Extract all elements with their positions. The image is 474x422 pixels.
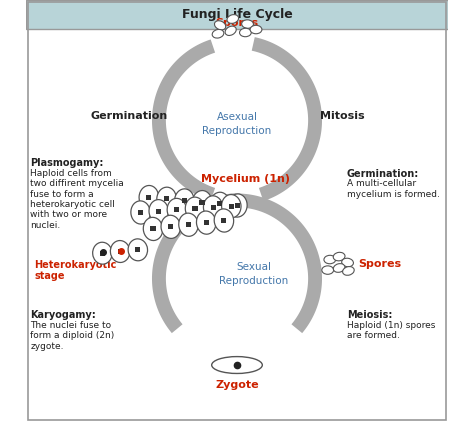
Bar [192,206,198,211]
Bar [118,249,123,254]
Ellipse shape [143,217,163,241]
Bar [210,205,216,210]
Text: Spores: Spores [358,259,401,269]
Ellipse shape [212,30,224,38]
Ellipse shape [203,196,223,219]
Text: Germination: Germination [91,111,168,121]
Text: The nuclei fuse to
form a diploid (2n)
zygote.: The nuclei fuse to form a diploid (2n) z… [30,321,114,351]
Bar [182,198,187,203]
Ellipse shape [192,191,212,214]
Bar [186,222,191,227]
Bar [217,201,222,206]
Ellipse shape [210,192,229,215]
Text: Karyogamy:: Karyogamy: [30,310,96,320]
Ellipse shape [149,200,168,223]
Bar [138,210,143,215]
Bar [26,0,448,29]
Ellipse shape [196,211,216,234]
Ellipse shape [333,252,345,261]
Bar [221,218,227,223]
Text: Fungi Life Cycle: Fungi Life Cycle [182,8,292,21]
Ellipse shape [110,241,130,262]
Text: Haploid cells from
two diffirent mycelia
fuse to form a
heterokaryotic cell
with: Haploid cells from two diffirent mycelia… [30,169,124,230]
Bar [100,251,105,256]
Ellipse shape [167,198,187,222]
Ellipse shape [228,194,247,217]
Ellipse shape [139,186,158,208]
Bar [229,204,234,209]
Text: Mycelium (1n): Mycelium (1n) [201,174,290,184]
Ellipse shape [174,189,194,212]
Ellipse shape [225,26,236,35]
Bar [200,200,204,205]
Text: A multi-cellular
mycelium is formed.: A multi-cellular mycelium is formed. [346,179,439,199]
Text: Germination:: Germination: [346,169,419,179]
Text: Asexual
Reproduction: Asexual Reproduction [202,113,272,136]
Text: Zygote: Zygote [215,380,259,390]
Ellipse shape [212,357,262,373]
Ellipse shape [179,213,198,236]
Ellipse shape [128,239,147,261]
Bar [235,203,240,208]
Bar [146,195,151,200]
Ellipse shape [250,25,262,34]
Ellipse shape [343,267,354,275]
Ellipse shape [157,187,176,210]
Ellipse shape [227,15,238,23]
Text: Spores: Spores [216,18,258,28]
Ellipse shape [333,264,345,272]
Bar [168,225,173,230]
Text: Mitosis: Mitosis [320,111,365,121]
Bar [204,220,209,225]
Text: Heterokaryotic
stage: Heterokaryotic stage [35,260,117,281]
Ellipse shape [324,255,336,264]
Ellipse shape [214,21,226,30]
Ellipse shape [221,195,241,218]
Bar [164,196,169,201]
Bar [135,247,140,252]
Ellipse shape [242,20,254,28]
Ellipse shape [131,201,150,224]
Ellipse shape [185,197,205,220]
Ellipse shape [161,215,181,238]
Ellipse shape [342,258,354,267]
Bar [150,226,155,231]
Text: Haploid (1n) spores
are formed.: Haploid (1n) spores are formed. [346,321,435,340]
Bar [156,209,161,214]
Text: Plasmogamy:: Plasmogamy: [30,158,104,168]
Bar [174,208,179,213]
Ellipse shape [92,242,112,264]
Text: Sexual
Reproduction: Sexual Reproduction [219,262,289,286]
Ellipse shape [239,28,251,37]
Text: Meiosis:: Meiosis: [346,310,392,320]
Ellipse shape [214,209,234,232]
Ellipse shape [322,266,334,274]
